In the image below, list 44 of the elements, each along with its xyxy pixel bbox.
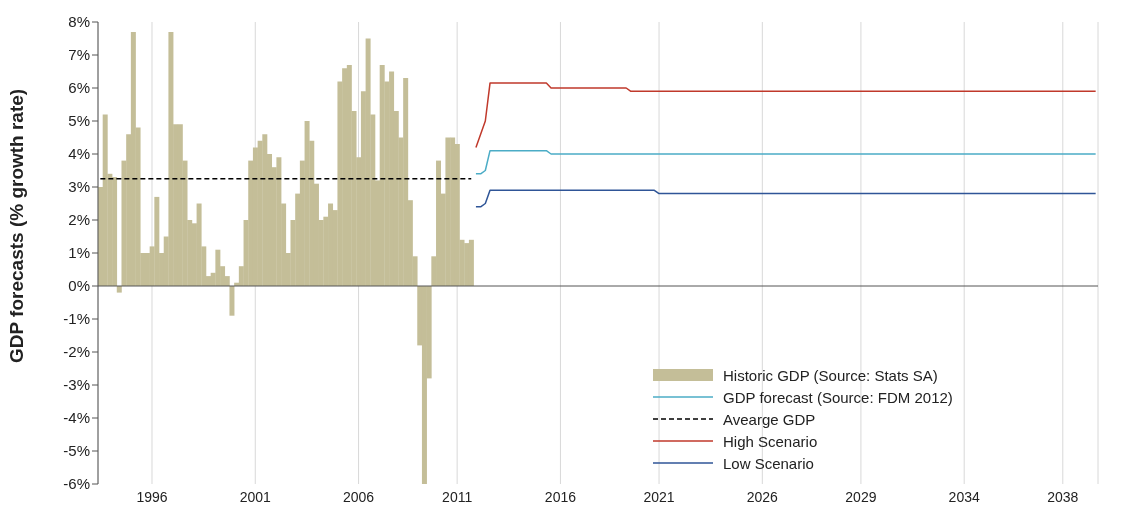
x-tick-label: 2021 (643, 488, 675, 505)
y-tick-label: -2% (63, 343, 90, 361)
x-tick-label: 2034 (948, 488, 980, 505)
legend-label: Historic GDP (Source: Stats SA) (723, 366, 938, 384)
bar (116, 286, 122, 293)
y-tick-label: 1% (68, 244, 90, 262)
x-tick-label: 2026 (746, 488, 779, 505)
x-tick-label: 2016 (544, 488, 577, 505)
bar (464, 243, 470, 286)
y-tick-label: 4% (68, 145, 90, 163)
x-tick-label: 2038 (1047, 488, 1079, 505)
y-tick-label: 5% (68, 112, 90, 130)
legend-label: GDP forecast (Source: FDM 2012) (723, 388, 953, 406)
bar (262, 134, 268, 286)
y-tick-label: -1% (63, 310, 90, 328)
x-tick-label: 2006 (342, 488, 375, 505)
y-tick-label: -4% (63, 409, 90, 427)
y-tick-label: -3% (63, 376, 90, 394)
x-tick-label: 2001 (239, 488, 272, 505)
y-tick-label: -5% (63, 442, 90, 460)
y-tick-label: 8% (68, 13, 90, 31)
line-series (475, 149, 1097, 175)
y-tick-label: 6% (68, 79, 90, 97)
x-tick-label: 1996 (136, 488, 168, 505)
bar (229, 286, 235, 316)
bar (468, 239, 474, 286)
bar (154, 196, 160, 286)
x-tick-label: 2029 (845, 488, 877, 505)
y-tick-label: 0% (68, 277, 90, 295)
y-tick-label: 2% (68, 211, 90, 229)
bar (215, 249, 221, 286)
legend-label: Avearge GDP (723, 410, 816, 428)
line-series (475, 189, 1097, 208)
x-tick-label: 2011 (442, 488, 473, 505)
legend-label: High Scenario (723, 432, 818, 450)
y-tick-label: 3% (68, 178, 90, 196)
bar (276, 157, 282, 286)
y-tick-label: -6% (63, 475, 90, 493)
y-tick-label: 7% (68, 46, 90, 64)
bar (445, 137, 451, 286)
line-series (475, 82, 1097, 149)
y-axis-title: GDP forecasts (% growth rate) (5, 88, 27, 363)
bar (168, 31, 174, 286)
legend-label: Low Scenario (723, 454, 814, 472)
